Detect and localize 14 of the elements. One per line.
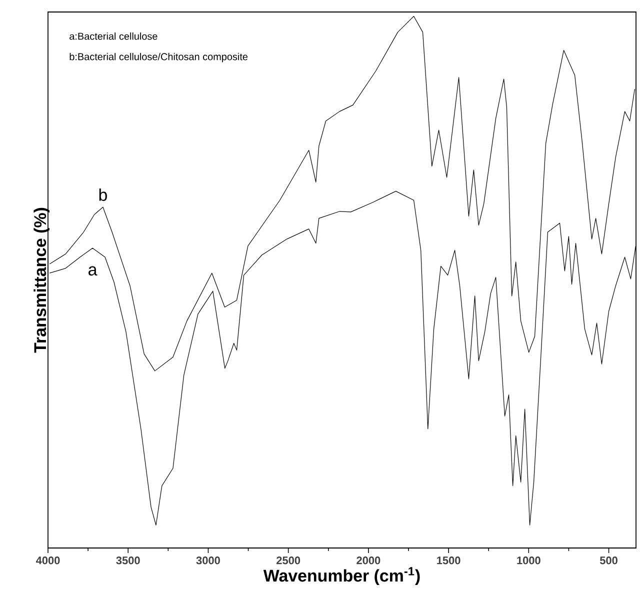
x-tick-label: 2000 <box>356 556 380 564</box>
series-label: a <box>88 266 98 276</box>
x-tick-label: 1000 <box>517 556 540 564</box>
x-tick-label: 1500 <box>437 556 460 564</box>
annotation: b:Bacterial cellulose/Chitosan composite <box>70 52 248 62</box>
annotation: a:Bacterial cellulose <box>70 32 158 40</box>
x-tick-label: 3500 <box>116 556 140 564</box>
y-axis-title: Transmittance (%) <box>34 208 50 353</box>
x-tick-label: 2500 <box>276 556 300 564</box>
x-tick-label: 500 <box>600 556 618 564</box>
series-label: b <box>99 188 107 201</box>
x-axis-title: Wavenumber (cm$^{-1}$) <box>263 567 420 586</box>
x-tick-label: 3000 <box>196 556 220 564</box>
x-tick-label: 4000 <box>36 556 60 564</box>
